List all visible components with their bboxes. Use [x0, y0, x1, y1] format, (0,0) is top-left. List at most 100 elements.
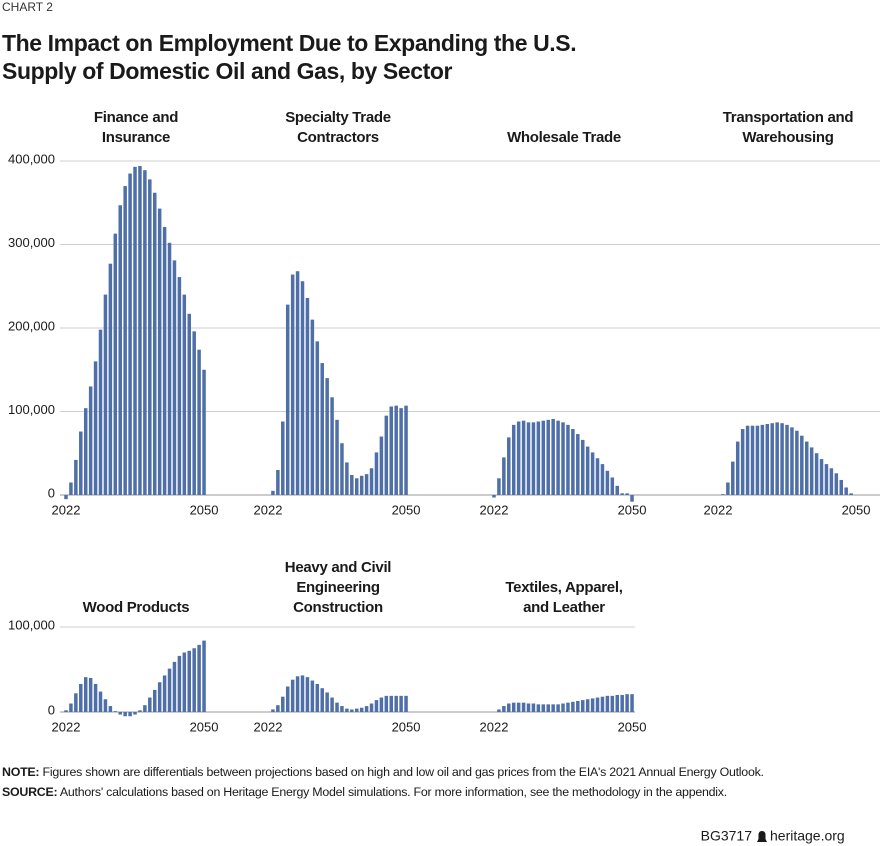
bar [300, 281, 305, 495]
panel-title: Contractors [297, 129, 379, 146]
bar [809, 447, 814, 495]
bar [271, 490, 275, 495]
bar [133, 712, 137, 715]
bar [516, 702, 521, 712]
bar [276, 469, 280, 495]
bar [394, 405, 398, 495]
bar [561, 422, 565, 495]
bar [374, 700, 379, 712]
bar [202, 640, 206, 712]
note-label: NOTE: [2, 765, 39, 779]
bar [379, 436, 384, 495]
bar [325, 378, 329, 495]
bar [615, 695, 619, 712]
bar [177, 277, 182, 495]
bar [285, 304, 290, 495]
bar [152, 192, 157, 496]
bar [83, 408, 88, 495]
bar [74, 459, 78, 495]
x-tick-label: 2050 [190, 719, 219, 734]
bar [600, 464, 605, 495]
bar [800, 435, 804, 495]
x-tick-label: 2022 [480, 719, 509, 734]
bar [172, 661, 177, 712]
note-text: Figures shown are differentials between … [43, 765, 764, 779]
bar [571, 429, 575, 495]
bar [819, 459, 824, 495]
bar [300, 675, 305, 712]
bar [103, 699, 108, 712]
y-tick-label: 0 [48, 702, 55, 717]
bar [497, 478, 501, 495]
bar [795, 430, 799, 495]
bar [315, 683, 320, 712]
bar [389, 406, 393, 495]
bar [511, 702, 516, 712]
bar [775, 422, 779, 495]
bar [271, 709, 275, 712]
bar [526, 703, 531, 712]
bar [148, 179, 152, 495]
bar [384, 415, 389, 495]
y-tick-label: 100,000 [8, 617, 55, 632]
bar [152, 689, 157, 712]
bar [394, 695, 398, 712]
bar [726, 482, 730, 495]
x-tick-label: 2022 [254, 502, 283, 517]
bar [93, 361, 98, 495]
bar [157, 208, 162, 495]
bar [497, 709, 501, 712]
bar [330, 397, 334, 495]
x-tick-label: 2022 [52, 719, 81, 734]
bar [118, 712, 122, 715]
bar [290, 679, 295, 712]
logo-bell [757, 831, 767, 842]
bar [162, 675, 167, 712]
bar [128, 173, 132, 495]
bar [507, 703, 511, 712]
x-tick-label: 2050 [618, 719, 647, 734]
y-tick-label: 300,000 [8, 235, 55, 250]
bar [516, 421, 521, 495]
panel-title: Finance and [94, 109, 178, 126]
bar [202, 369, 206, 495]
bar [88, 386, 93, 495]
bar [625, 493, 629, 495]
x-tick-label: 2050 [392, 719, 421, 734]
bar [320, 363, 324, 495]
bar [546, 704, 550, 712]
bar [561, 703, 565, 712]
bar [79, 683, 83, 712]
bar [192, 648, 196, 712]
bar [384, 695, 389, 712]
bar [138, 710, 142, 712]
bar [580, 439, 585, 495]
panel-title: Warehousing [742, 129, 833, 146]
x-tick-label: 2050 [842, 502, 871, 517]
bar [369, 468, 374, 495]
bar [755, 425, 760, 495]
y-tick-label: 100,000 [8, 402, 55, 417]
bar [345, 708, 349, 712]
source-label: SOURCE: [2, 785, 57, 799]
bar [526, 422, 531, 495]
bar [350, 709, 354, 712]
bar [492, 495, 496, 498]
bar [182, 294, 187, 495]
x-tick-label: 2022 [480, 502, 509, 517]
bell-icon [757, 831, 767, 842]
bar [320, 688, 324, 712]
bar [605, 470, 610, 495]
x-tick-label: 2050 [618, 502, 647, 517]
bar [566, 702, 570, 712]
bar [541, 704, 546, 712]
panel-title: Textiles, Apparel, [505, 579, 622, 596]
bar [354, 478, 359, 495]
bar [64, 495, 68, 500]
bar [521, 702, 526, 712]
bar [625, 694, 629, 712]
panel-title: Transportation and [723, 109, 854, 126]
bar [64, 710, 68, 712]
bar [315, 341, 320, 495]
panel-title: Insurance [102, 129, 170, 146]
